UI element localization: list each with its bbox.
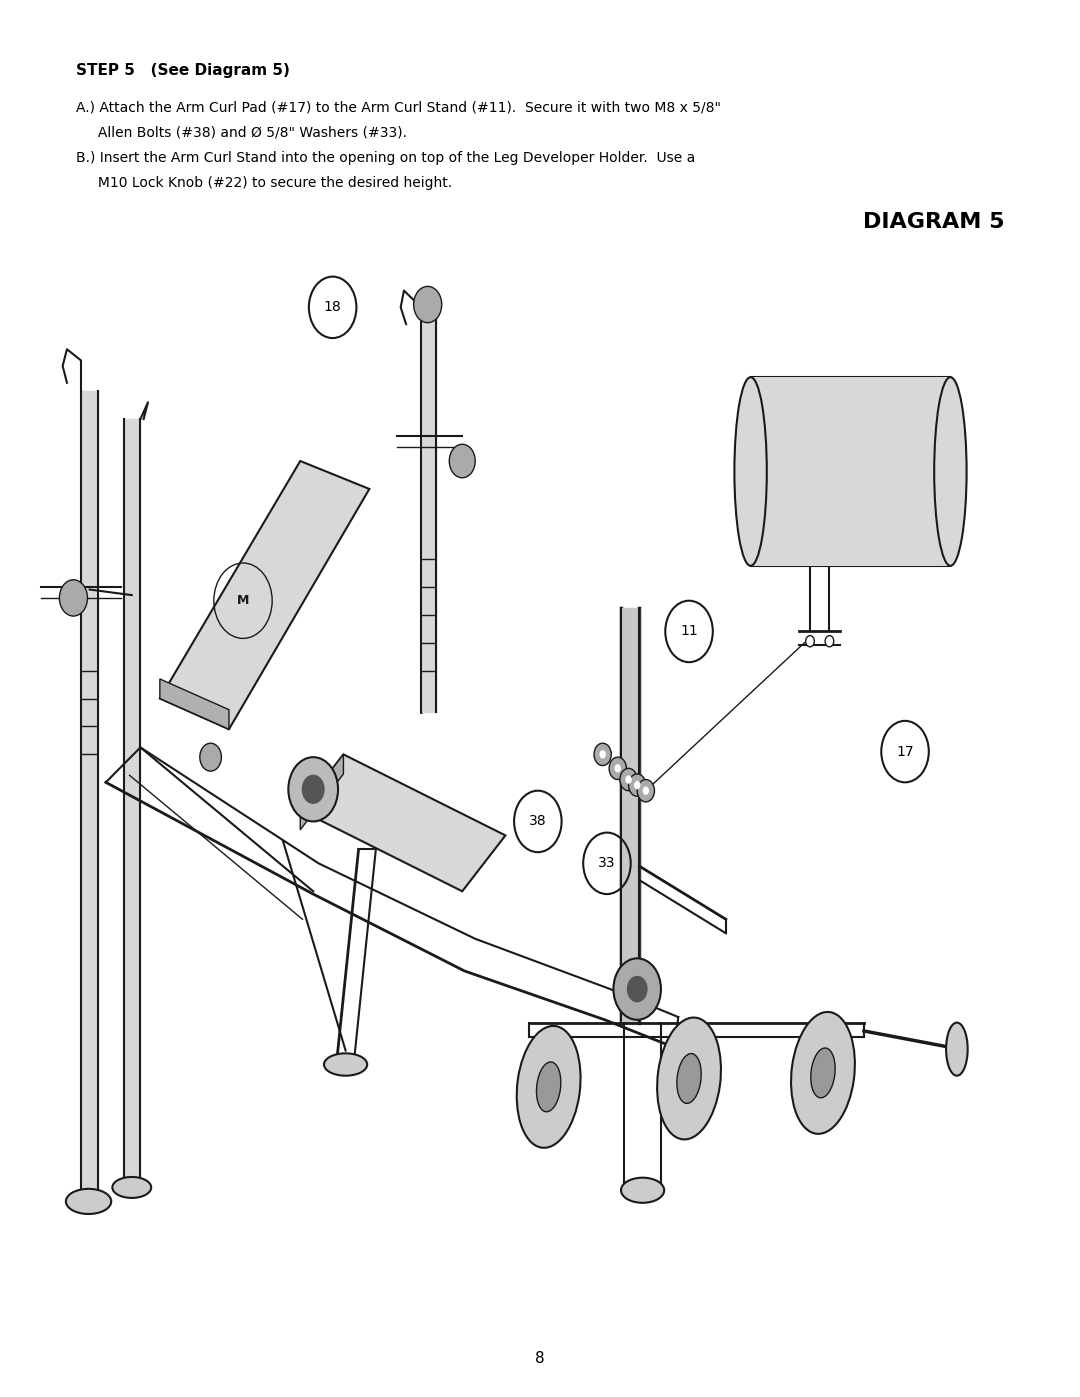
Ellipse shape — [934, 377, 967, 566]
Text: Allen Bolts (#38) and Ø 5/8" Washers (#33).: Allen Bolts (#38) and Ø 5/8" Washers (#3… — [76, 126, 406, 140]
Text: A.) Attach the Arm Curl Pad (#17) to the Arm Curl Stand (#11).  Secure it with t: A.) Attach the Arm Curl Pad (#17) to the… — [76, 101, 720, 115]
Ellipse shape — [657, 1017, 721, 1140]
Circle shape — [288, 757, 338, 821]
Text: M10 Lock Knob (#22) to secure the desired height.: M10 Lock Knob (#22) to secure the desire… — [76, 176, 451, 190]
Ellipse shape — [811, 1048, 835, 1098]
Text: M: M — [237, 594, 249, 608]
Circle shape — [615, 764, 621, 773]
Circle shape — [627, 977, 647, 1002]
Circle shape — [414, 286, 442, 323]
Text: 33: 33 — [598, 856, 616, 870]
Ellipse shape — [66, 1189, 111, 1214]
Polygon shape — [751, 377, 950, 566]
Polygon shape — [621, 608, 639, 1023]
Text: 11: 11 — [680, 624, 698, 638]
Polygon shape — [300, 754, 505, 891]
Polygon shape — [421, 307, 436, 712]
Ellipse shape — [112, 1176, 151, 1199]
Text: DIAGRAM 5: DIAGRAM 5 — [863, 212, 1004, 232]
Text: STEP 5   (See Diagram 5): STEP 5 (See Diagram 5) — [76, 63, 289, 78]
Circle shape — [599, 750, 606, 759]
Ellipse shape — [677, 1053, 701, 1104]
Text: 18: 18 — [324, 300, 341, 314]
Circle shape — [825, 636, 834, 647]
Ellipse shape — [537, 1062, 561, 1112]
Circle shape — [806, 636, 814, 647]
Circle shape — [594, 743, 611, 766]
Circle shape — [449, 444, 475, 478]
Ellipse shape — [946, 1023, 968, 1076]
Ellipse shape — [621, 1178, 664, 1203]
Circle shape — [200, 743, 221, 771]
Polygon shape — [124, 419, 140, 1187]
Polygon shape — [300, 754, 343, 830]
Circle shape — [302, 775, 324, 803]
Circle shape — [625, 775, 632, 784]
Text: 17: 17 — [896, 745, 914, 759]
Circle shape — [637, 780, 654, 802]
Circle shape — [59, 580, 87, 616]
Circle shape — [629, 774, 646, 796]
Ellipse shape — [734, 377, 767, 566]
Text: 8: 8 — [536, 1351, 544, 1366]
Circle shape — [634, 781, 640, 789]
Ellipse shape — [324, 1053, 367, 1076]
Circle shape — [613, 958, 661, 1020]
Polygon shape — [160, 679, 229, 729]
Text: B.) Insert the Arm Curl Stand into the opening on top of the Leg Developer Holde: B.) Insert the Arm Curl Stand into the o… — [76, 151, 694, 165]
Polygon shape — [81, 391, 98, 1201]
Circle shape — [609, 757, 626, 780]
Polygon shape — [160, 461, 369, 729]
Circle shape — [620, 768, 637, 791]
Ellipse shape — [516, 1025, 581, 1148]
Ellipse shape — [791, 1011, 855, 1134]
Text: 38: 38 — [529, 814, 546, 828]
Circle shape — [643, 787, 649, 795]
